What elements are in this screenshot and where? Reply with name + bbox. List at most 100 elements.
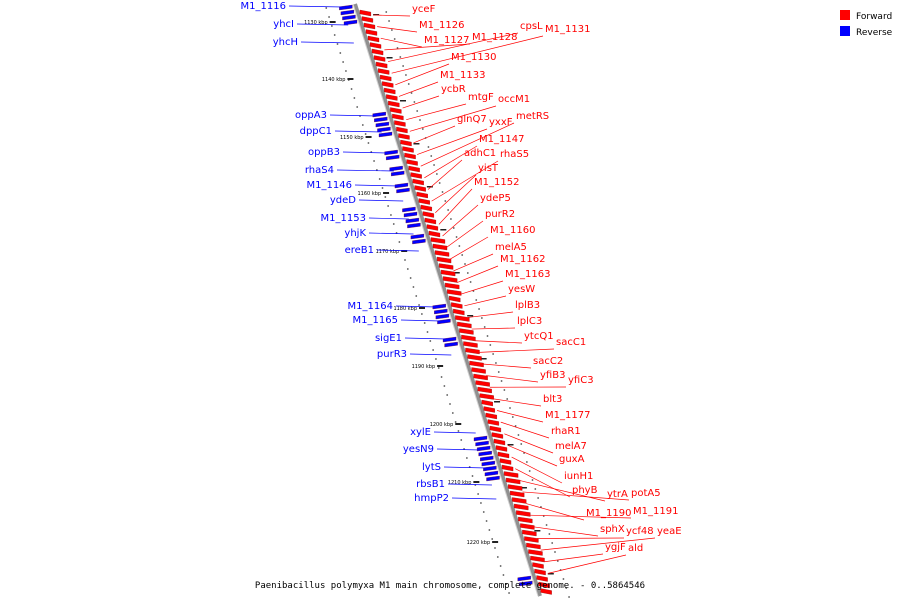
track-dot xyxy=(361,124,364,126)
track-dash xyxy=(400,100,406,102)
forward-leader-line xyxy=(384,43,471,51)
gene-label-cpsl: cpsL xyxy=(520,21,543,32)
reverse-leader-line xyxy=(404,337,447,340)
track-dot xyxy=(449,403,451,405)
forward-gene-block xyxy=(475,380,490,387)
tick-label: 1140 kbp xyxy=(322,77,346,83)
forward-leader-line xyxy=(380,37,423,48)
forward-leader-line xyxy=(478,348,555,353)
reverse-leader-line xyxy=(368,217,409,220)
track-dot xyxy=(435,358,437,360)
forward-leader-line xyxy=(431,160,499,202)
track-dot xyxy=(520,443,523,445)
forward-gene-block xyxy=(471,367,486,374)
forward-leader-line xyxy=(475,340,523,344)
gene-label-m1-1126: M1_1126 xyxy=(419,20,464,31)
track-dot xyxy=(452,227,455,229)
forward-leader-line xyxy=(518,479,606,502)
reverse-gene-block xyxy=(478,450,492,457)
gene-label-iunh1: iunH1 xyxy=(564,471,593,482)
forward-gene-block xyxy=(461,334,476,342)
reverse-gene-block xyxy=(343,19,358,26)
tick-mark xyxy=(437,365,444,367)
legend-label-forward: Forward xyxy=(856,12,892,22)
track-dot xyxy=(393,38,396,40)
track-dot xyxy=(492,353,495,355)
track-dot xyxy=(460,439,463,441)
track-dot xyxy=(556,560,559,562)
track-dot xyxy=(356,106,359,108)
gene-label-mela7: melA7 xyxy=(555,441,587,452)
forward-gene-block xyxy=(382,81,394,88)
gene-label-m1-1190: M1_1190 xyxy=(586,508,631,519)
track-dot xyxy=(441,191,444,193)
track-dot xyxy=(554,551,556,553)
track-dot xyxy=(486,335,489,337)
forward-gene-block xyxy=(371,48,384,56)
gene-label-sacc1: sacC1 xyxy=(556,337,586,348)
forward-leader-line xyxy=(424,145,478,179)
forward-gene-block xyxy=(499,458,512,465)
forward-gene-block xyxy=(394,120,406,127)
gene-label-dppc1: dppC1 xyxy=(300,126,332,137)
track-dot xyxy=(503,389,506,391)
gene-label-ydep5: ydeP5 xyxy=(480,193,511,204)
forward-leader-line xyxy=(547,554,627,574)
track-dot xyxy=(402,65,405,67)
gene-label-ald: ald xyxy=(628,543,643,554)
forward-gene-block xyxy=(530,555,545,563)
tick-mark xyxy=(347,78,354,80)
forward-gene-block xyxy=(440,269,456,277)
track-dot xyxy=(426,331,429,333)
forward-gene-block xyxy=(477,386,492,394)
track-dash xyxy=(426,186,433,188)
forward-gene-block xyxy=(524,536,539,543)
track-dot xyxy=(342,61,345,63)
reverse-gene-block xyxy=(391,170,405,177)
forward-gene-block xyxy=(455,315,470,322)
forward-gene-block xyxy=(404,152,416,160)
forward-leader-line xyxy=(482,363,532,369)
forward-gene-block xyxy=(516,510,531,517)
track-dot xyxy=(455,236,458,238)
track-dot xyxy=(514,425,517,427)
forward-gene-block xyxy=(532,562,544,569)
forward-leader-line xyxy=(438,188,473,225)
gene-label-m1-1164: M1_1164 xyxy=(348,301,393,312)
map-caption: Paenibacillus polymyxa M1 main chromosom… xyxy=(255,581,645,591)
tick-mark xyxy=(329,21,336,23)
forward-leader-line xyxy=(540,537,656,551)
reverse-leader-line xyxy=(395,305,437,308)
reverse-leader-line xyxy=(296,23,349,26)
track-dot xyxy=(423,322,426,324)
reverse-gene-block xyxy=(444,341,458,348)
track-dash xyxy=(547,573,554,575)
track-dot xyxy=(350,88,353,90)
track-dot xyxy=(537,497,540,499)
forward-leader-line xyxy=(471,327,516,330)
forward-gene-block xyxy=(369,42,382,49)
reverse-leader-line xyxy=(354,184,399,187)
track-dot xyxy=(545,524,548,526)
gene-label-m1-1165: M1_1165 xyxy=(353,315,398,326)
reverse-gene-block xyxy=(437,318,451,325)
track-dot xyxy=(451,412,454,414)
legend-label-reverse: Reverse xyxy=(856,28,893,38)
forward-gene-block xyxy=(410,172,422,179)
track-dot xyxy=(385,11,388,13)
forward-gene-block xyxy=(526,542,541,550)
gene-label-phyb: phyB xyxy=(572,485,598,496)
reverse-leader-line xyxy=(342,151,389,154)
position-dots xyxy=(325,7,570,598)
gene-label-rhar1: rhaR1 xyxy=(551,426,581,437)
gene-label-blt3: blt3 xyxy=(543,394,562,405)
track-dash xyxy=(507,444,514,446)
forward-leader-line xyxy=(497,410,544,423)
reverse-gene-block xyxy=(412,238,426,245)
reverse-leader-line xyxy=(447,483,492,486)
gene-label-m1-1128: M1_1128 xyxy=(472,32,517,43)
gene-label-ytra: ytrA xyxy=(607,489,628,500)
gene-label-guxa: guxA xyxy=(559,454,585,465)
track-dot xyxy=(330,25,333,27)
track-dot xyxy=(551,542,554,544)
